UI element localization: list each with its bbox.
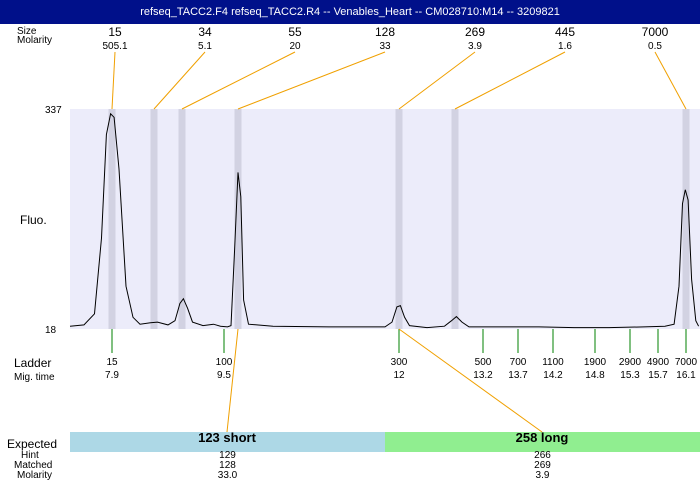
peak-band [178, 109, 186, 329]
ladder-label: Ladder [14, 356, 51, 370]
ladder-size-label: 15 [106, 357, 118, 368]
peak-band [395, 109, 403, 329]
plot-area [70, 109, 700, 329]
peak-connector [237, 51, 386, 110]
peak-connector [181, 51, 296, 110]
peak-molarity-label: 33 [379, 41, 391, 52]
electropherogram-chart: Size Molarity Fluo. Ladder Mig. time Exp… [7, 25, 700, 480]
peak-molarity-label: 505.1 [102, 41, 127, 52]
expected-bar [70, 432, 385, 452]
trace-line [69, 112, 700, 329]
peak-band [108, 109, 116, 329]
ladder-size-label: 7000 [675, 357, 698, 368]
expected-matched-value: 269 [534, 460, 551, 471]
matched-row-label: Matched [14, 460, 52, 471]
peak-size-label: 15 [108, 25, 122, 39]
peak-band [451, 109, 459, 329]
ladder-size-label: 100 [216, 357, 233, 368]
ladder-mig-time-label: 16.1 [676, 370, 696, 381]
ladder-size-label: 1900 [584, 357, 607, 368]
expected-hint-value: 129 [219, 450, 236, 461]
peak-connector [111, 51, 116, 110]
molarity-footer-label: Molarity [17, 470, 52, 480]
peak-molarity-label: 5.1 [198, 41, 212, 52]
ladder-mig-time-label: 9.5 [217, 370, 231, 381]
hint-row-label: Hint [21, 450, 39, 461]
peak-size-label: 445 [555, 25, 575, 39]
expected-molarity-value: 3.9 [536, 470, 550, 480]
mig-time-label: Mig. time [14, 372, 55, 383]
peak-molarity-label: 3.9 [468, 41, 482, 52]
expected-bar [385, 432, 700, 452]
peak-band [150, 109, 158, 329]
ladder-mig-time-label: 12 [393, 370, 405, 381]
y-axis-label: Fluo. [20, 213, 47, 227]
expected-label: Expected [7, 437, 57, 451]
expected-connector [398, 328, 543, 433]
ladder-mig-time-label: 14.8 [585, 370, 605, 381]
ladder-mig-time-label: 15.7 [648, 370, 668, 381]
peak-band [682, 109, 690, 329]
expected-product-label: 258 long [516, 430, 569, 445]
peak-band [234, 109, 242, 329]
ladder-mig-time-label: 14.2 [543, 370, 563, 381]
ladder-size-label: 4900 [647, 357, 670, 368]
peak-molarity-label: 1.6 [558, 41, 572, 52]
expected-product-label: 123 short [198, 430, 256, 445]
ladder-size-label: 300 [391, 357, 408, 368]
molarity-row-label: Molarity [17, 35, 52, 46]
peak-size-label: 269 [465, 25, 485, 39]
peak-molarity-label: 20 [289, 41, 301, 52]
y-tick-label: 18 [45, 325, 57, 336]
expected-molarity-value: 33.0 [218, 470, 238, 480]
expected-connector [226, 328, 239, 433]
y-tick-label: 337 [45, 105, 62, 116]
expected-matched-value: 128 [219, 460, 236, 471]
peak-connector [153, 51, 206, 110]
ladder-mig-time-label: 13.7 [508, 370, 528, 381]
ladder-mig-time-label: 13.2 [473, 370, 493, 381]
peak-molarity-label: 0.5 [648, 41, 662, 52]
peak-connector [654, 51, 687, 110]
peak-size-label: 55 [288, 25, 302, 39]
expected-hint-value: 266 [534, 450, 551, 461]
ladder-size-label: 1100 [542, 357, 564, 368]
ladder-mig-time-label: 15.3 [620, 370, 640, 381]
peak-size-label: 34 [198, 25, 212, 39]
window-title: refseq_TACC2.F4 refseq_TACC2.R4 -- Venab… [0, 0, 700, 24]
ladder-size-label: 500 [475, 357, 492, 368]
peak-size-label: 128 [375, 25, 395, 39]
ladder-mig-time-label: 7.9 [105, 370, 119, 381]
peak-connector [398, 51, 476, 110]
size-row-label: Size [17, 26, 37, 37]
peak-connector [454, 51, 566, 110]
ladder-size-label: 2900 [619, 357, 642, 368]
ladder-size-label: 700 [510, 357, 527, 368]
peak-size-label: 7000 [642, 25, 669, 39]
